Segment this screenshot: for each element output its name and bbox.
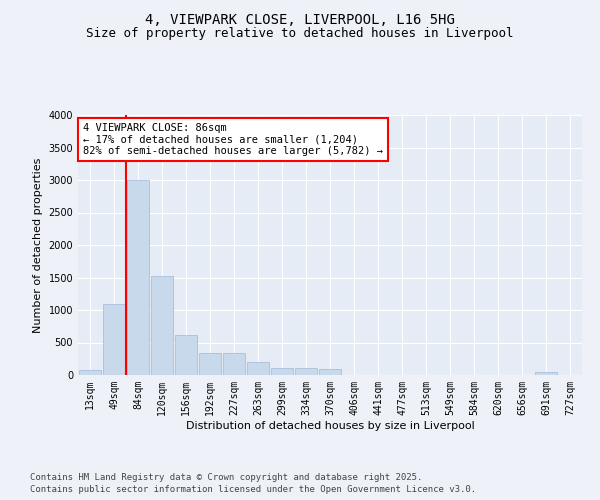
Bar <box>535 372 557 375</box>
Bar <box>151 276 173 375</box>
Text: Contains HM Land Registry data © Crown copyright and database right 2025.: Contains HM Land Registry data © Crown c… <box>30 472 422 482</box>
Bar <box>247 362 269 375</box>
Bar <box>79 370 101 375</box>
Bar <box>127 180 149 375</box>
Y-axis label: Number of detached properties: Number of detached properties <box>33 158 43 332</box>
Text: Size of property relative to detached houses in Liverpool: Size of property relative to detached ho… <box>86 28 514 40</box>
Bar <box>199 353 221 375</box>
X-axis label: Distribution of detached houses by size in Liverpool: Distribution of detached houses by size … <box>185 420 475 430</box>
Bar <box>295 368 317 375</box>
Bar <box>223 353 245 375</box>
Text: Contains public sector information licensed under the Open Government Licence v3: Contains public sector information licen… <box>30 485 476 494</box>
Text: 4 VIEWPARK CLOSE: 86sqm
← 17% of detached houses are smaller (1,204)
82% of semi: 4 VIEWPARK CLOSE: 86sqm ← 17% of detache… <box>83 123 383 156</box>
Bar <box>271 368 293 375</box>
Bar <box>175 334 197 375</box>
Text: 4, VIEWPARK CLOSE, LIVERPOOL, L16 5HG: 4, VIEWPARK CLOSE, LIVERPOOL, L16 5HG <box>145 12 455 26</box>
Bar <box>103 304 125 375</box>
Bar <box>319 369 341 375</box>
